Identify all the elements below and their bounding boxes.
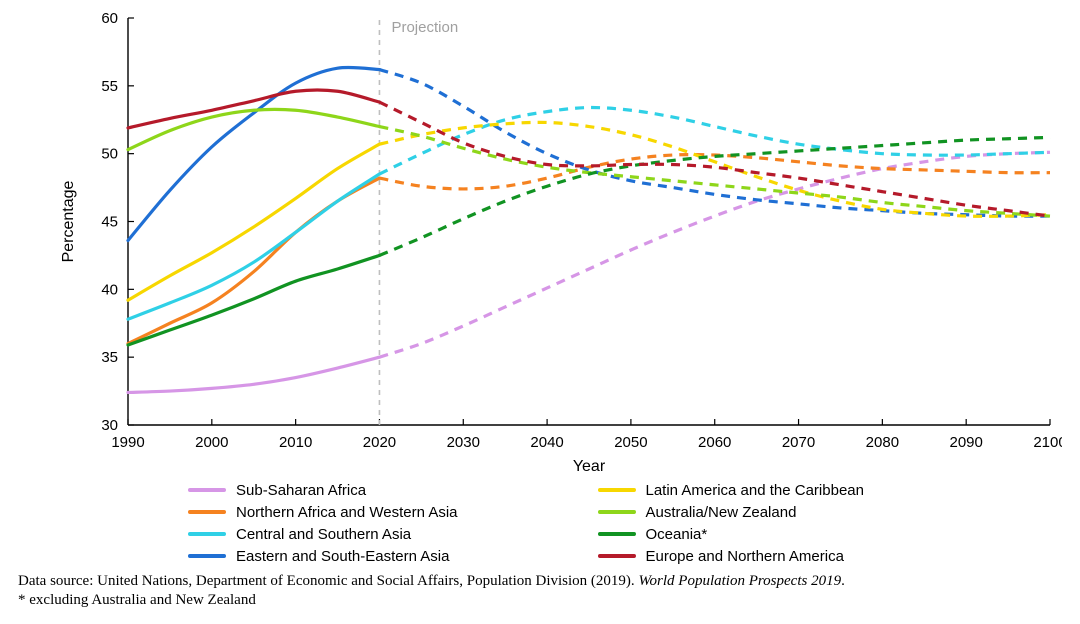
y-tick-label: 40 [101, 281, 118, 298]
legend-label: Europe and Northern America [646, 548, 844, 565]
projection-label: Projection [391, 19, 458, 36]
legend-label: Australia/New Zealand [646, 504, 797, 521]
x-tick-label: 1990 [111, 434, 144, 451]
legend-swatch [188, 510, 226, 514]
x-tick-label: 2080 [866, 434, 899, 451]
x-tick-label: 2010 [279, 434, 312, 451]
y-tick-label: 50 [101, 146, 118, 163]
legend-label: Oceania* [646, 526, 708, 543]
y-tick-label: 60 [101, 10, 118, 27]
legend-item: Oceania* [598, 524, 864, 544]
legend-label: Northern Africa and Western Asia [236, 504, 458, 521]
series-line-historical [128, 144, 379, 300]
y-axis-label: Percentage [60, 180, 77, 262]
x-tick-label: 2000 [195, 434, 228, 451]
legend-column: Latin America and the Caribbean Australia… [598, 480, 864, 566]
series-line-historical [128, 255, 379, 345]
legend-label: Central and Southern Asia [236, 526, 411, 543]
series-line-projection [379, 102, 1050, 216]
series-line-historical [128, 357, 379, 392]
line-chart-svg: 30 35 40 45 50 55 60 Percentage 1990 2000 2010 2020… [18, 10, 1062, 480]
x-tick-label: 2020 [363, 434, 396, 451]
source-line-1: Data source: United Nations, Department … [18, 572, 1062, 591]
legend-swatch [598, 532, 636, 536]
legend-label: Latin America and the Caribbean [646, 482, 864, 499]
series-line-projection [379, 70, 1050, 217]
series-line-projection [379, 122, 1050, 216]
source-suffix: . [841, 573, 845, 589]
source-line-2: * excluding Australia and New Zealand [18, 591, 1062, 610]
series-line-projection [379, 137, 1050, 255]
x-axis-label: Year [573, 458, 606, 475]
legend-label: Eastern and South-Eastern Asia [236, 548, 449, 565]
x-tick-label: 2100 [1033, 434, 1062, 451]
x-tick-label: 2030 [447, 434, 480, 451]
x-tick-label: 2050 [614, 434, 647, 451]
legend-item: Eastern and South-Eastern Asia [188, 546, 458, 566]
x-tick-label: 2090 [949, 434, 982, 451]
chart-area: 30 35 40 45 50 55 60 Percentage 1990 2000 2010 2020… [18, 10, 1062, 480]
series-line-projection [379, 127, 1050, 217]
legend-item: Australia/New Zealand [598, 502, 864, 522]
legend-swatch [598, 488, 636, 492]
x-tick-label: 2070 [782, 434, 815, 451]
legend-label: Sub-Saharan Africa [236, 482, 366, 499]
y-tick-label: 55 [101, 78, 118, 95]
legend-column: Sub-Saharan Africa Northern Africa and We… [188, 480, 458, 566]
legend: Sub-Saharan Africa Northern Africa and We… [188, 480, 1062, 566]
x-tick-label: 2040 [530, 434, 563, 451]
y-tick-label: 45 [101, 214, 118, 231]
legend-swatch [188, 488, 226, 492]
legend-swatch [188, 554, 226, 558]
source-italic: World Population Prospects 2019 [638, 573, 841, 589]
series-line-projection [379, 152, 1050, 357]
source-prefix: Data source: United Nations, Department … [18, 573, 638, 589]
legend-item: Central and Southern Asia [188, 524, 458, 544]
x-tick-label: 2060 [698, 434, 731, 451]
legend-swatch [598, 510, 636, 514]
source-note: Data source: United Nations, Department … [18, 572, 1062, 610]
legend-item: Northern Africa and Western Asia [188, 502, 458, 522]
legend-item: Latin America and the Caribbean [598, 480, 864, 500]
legend-swatch [188, 532, 226, 536]
y-tick-label: 30 [101, 417, 118, 434]
legend-swatch [598, 554, 636, 558]
legend-item: Sub-Saharan Africa [188, 480, 458, 500]
y-tick-label: 35 [101, 349, 118, 366]
series-line-historical [128, 109, 379, 149]
legend-item: Europe and Northern America [598, 546, 864, 566]
